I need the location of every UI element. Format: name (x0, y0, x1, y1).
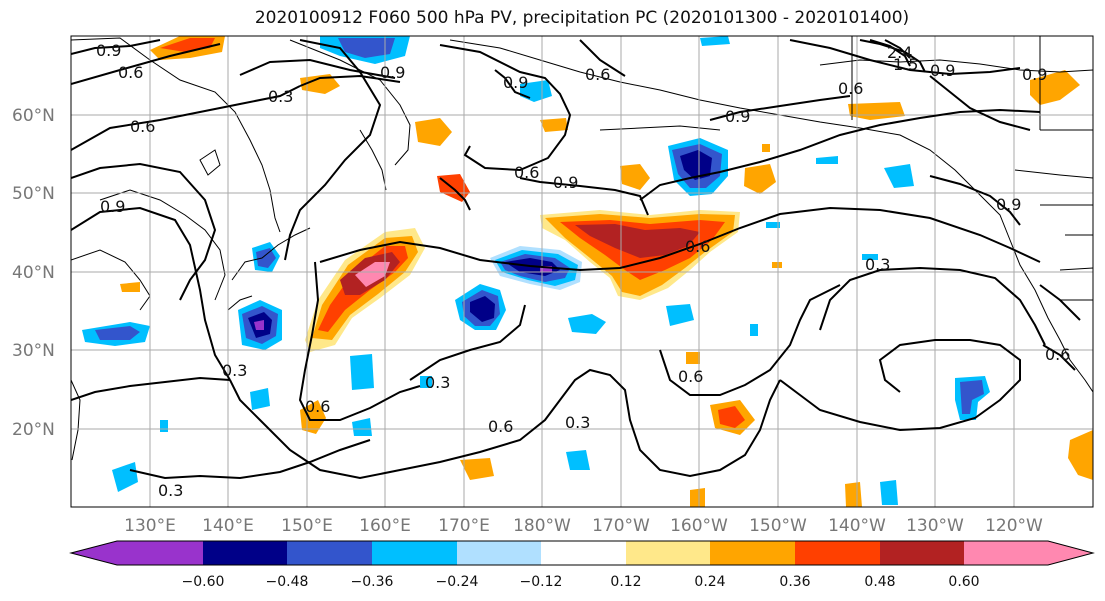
contour-label: 0.6 (514, 163, 539, 182)
lon-label: 170°E (438, 516, 490, 536)
colorbar-tick-label: −0.12 (520, 574, 563, 590)
map-title: 2020100912 F060 500 hPa PV, precipitatio… (254, 8, 910, 28)
colorbar-tick-label: 0.60 (948, 574, 979, 590)
lat-label: 60°N (12, 106, 55, 126)
contour-label: 0.6 (838, 79, 863, 98)
contour-label: 0.6 (678, 367, 703, 386)
colorbar-segment (457, 541, 541, 565)
contour-label: 0.6 (585, 65, 610, 84)
contour-label: 0.6 (1045, 345, 1070, 364)
colorbar-segment (880, 541, 964, 565)
lon-label: 120°W (985, 516, 1043, 536)
contour-label: 0.9 (1022, 65, 1047, 84)
contour-label: 0.9 (725, 107, 750, 126)
colorbar-segment (710, 541, 795, 565)
colorbar-segment (203, 541, 287, 565)
colorbar-tick-label: −0.24 (436, 574, 479, 590)
colorbar-segment (71, 541, 117, 565)
contour-labels: 0.9 0.6 0.3 0.9 0.6 0.6 0.9 0.9 0.6 0.9 … (96, 41, 1070, 500)
contour-label: 0.9 (96, 41, 121, 60)
lat-label: 30°N (12, 341, 55, 361)
lat-label: 20°N (12, 420, 55, 440)
colorbar-segment (287, 541, 372, 565)
colorbar-segment (541, 541, 626, 565)
contour-label: 0.3 (268, 87, 293, 106)
contour-label: 0.6 (685, 237, 710, 256)
contour-label: 0.6 (118, 63, 143, 82)
precipitation-shading (82, 36, 1093, 507)
contour-label: 0.3 (565, 413, 590, 432)
contour-label: 0.9 (380, 63, 405, 82)
contour-label: 0.6 (305, 397, 330, 416)
lon-label: 180°W (513, 516, 571, 536)
colorbar-segment (372, 541, 457, 565)
colorbar: −0.60 −0.48 −0.36 −0.24 −0.12 0.12 0.24 … (69, 540, 1095, 590)
colorbar-tick-label: 0.36 (779, 574, 810, 590)
lat-label: 40°N (12, 263, 55, 283)
positive-anomaly-central-pacific (540, 210, 740, 300)
contour-label: 0.9 (930, 61, 955, 80)
contour-label: 0.9 (996, 195, 1021, 214)
contour-label: 0.3 (425, 373, 450, 392)
latitude-labels: 60°N 50°N 40°N 30°N 20°N (12, 106, 55, 440)
colorbar-tick-label: 0.48 (864, 574, 895, 590)
lon-label: 140°E (202, 516, 254, 536)
contour-label: 0.3 (158, 481, 183, 500)
contour-label: 0.9 (553, 173, 578, 192)
contour-label: 1.5 (893, 55, 918, 74)
lon-label: 130°W (906, 516, 964, 536)
colorbar-segment (1048, 541, 1093, 565)
colorbar-tick-label: −0.60 (182, 574, 225, 590)
lon-label: 170°W (592, 516, 650, 536)
lon-label: 160°W (670, 516, 728, 536)
contour-label: 0.6 (130, 117, 155, 136)
colorbar-segment (626, 541, 710, 565)
lon-label: 160°E (359, 516, 411, 536)
colorbar-tick-label: −0.48 (266, 574, 309, 590)
lon-label: 150°W (749, 516, 807, 536)
lon-label: 130°E (124, 516, 176, 536)
coastlines (71, 36, 1093, 461)
lon-label: 150°E (281, 516, 333, 536)
colorbar-tick-label: 0.12 (610, 574, 641, 590)
colorbar-segment (117, 541, 203, 565)
map-border (70, 35, 1094, 508)
contour-label: 0.9 (100, 197, 125, 216)
colorbar-segment (795, 541, 880, 565)
lon-label: 140°W (828, 516, 886, 536)
lat-label: 50°N (12, 184, 55, 204)
colorbar-tick-label: 0.24 (694, 574, 725, 590)
longitude-labels: 130°E 140°E 150°E 160°E 170°E 180°W 170°… (124, 516, 1043, 536)
contour-label: 0.6 (488, 417, 513, 436)
pv-contours (71, 39, 1081, 480)
contour-label: 0.3 (865, 255, 890, 274)
colorbar-outline (69, 540, 1095, 566)
colorbar-segment (964, 541, 1048, 565)
colorbar-tick-label: −0.36 (351, 574, 394, 590)
contour-label: 2.4 (887, 43, 912, 62)
contour-label: 0.3 (222, 361, 247, 380)
contour-label: 0.9 (503, 73, 528, 92)
